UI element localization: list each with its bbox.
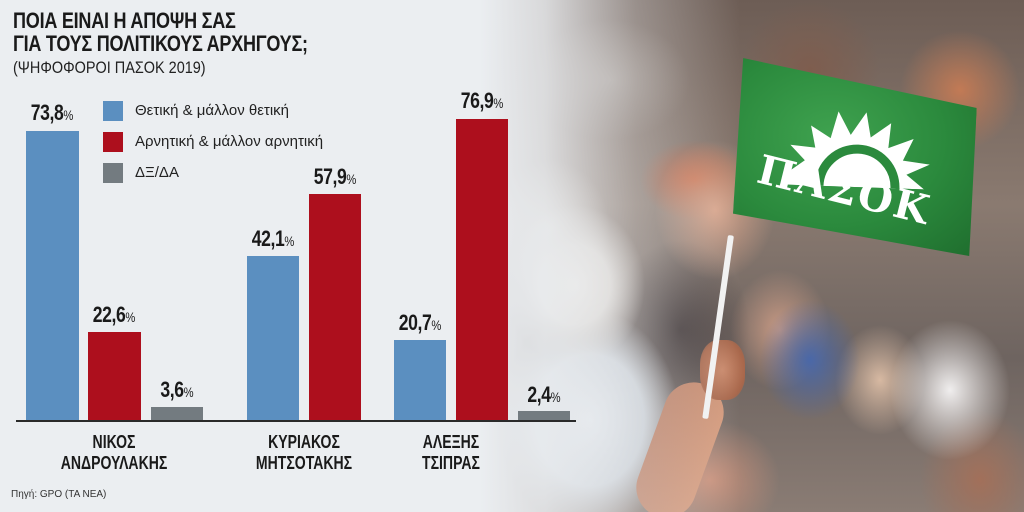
chart-title: ΠΟΙΑ ΕΙΝΑΙ Η ΑΠΟΨΗ ΣΑΣ ΓΙΑ ΤΟΥΣ ΠΟΛΙΤΙΚΟ…: [13, 9, 308, 55]
category-line: ΚΥΡΙΑΚΟΣ: [268, 432, 340, 452]
legend-swatch-positive: [103, 100, 123, 121]
bar-tsipras-positive: [394, 340, 446, 421]
value-label: 76,9%: [460, 88, 504, 113]
legend: Θετική & μάλλον θετική Αρνητική & μάλλον…: [103, 95, 323, 188]
bar-tsipras-dk: [518, 411, 570, 421]
category-line: ΑΝΔΡΟΥΛΑΚΗΣ: [60, 453, 168, 473]
source-note: Πηγή: GPO (ΤΑ ΝΕΑ): [11, 489, 107, 500]
legend-label: ΔΞ/ΔΑ: [135, 164, 179, 181]
value-label: 20,7%: [398, 310, 442, 335]
chart-subtitle: (ΨΗΦΟΦΟΡΟΙ ΠΑΣΟΚ 2019): [13, 58, 206, 77]
bar-androulakis-negative: [88, 332, 141, 421]
legend-label: Αρνητική & μάλλον αρνητική: [135, 133, 324, 150]
value-label: 22,6%: [92, 302, 136, 327]
category-line: ΑΛΕΞΗΣ: [422, 432, 480, 452]
sun-icon: [774, 104, 937, 190]
x-axis-baseline: [16, 420, 576, 422]
value-label: 57,9%: [313, 164, 357, 189]
title-line-1: ΠΟΙΑ ΕΙΝΑΙ Η ΑΠΟΨΗ ΣΑΣ: [13, 8, 236, 33]
title-line-2: ΓΙΑ ΤΟΥΣ ΠΟΛΙΤΙΚΟΥΣ ΑΡΧΗΓΟΥΣ;: [13, 31, 308, 56]
bar-mitsotakis-positive: [247, 256, 299, 421]
category-label-androulakis: ΝΙΚΟΣ ΑΝΔΡΟΥΛΑΚΗΣ: [48, 432, 181, 474]
category-label-tsipras: ΑΛΕΞΗΣ ΤΣΙΠΡΑΣ: [385, 432, 518, 474]
value-label: 2,4%: [527, 382, 561, 407]
bar-androulakis-positive: [26, 131, 79, 421]
legend-item-dk: ΔΞ/ΔΑ: [103, 157, 323, 188]
legend-swatch-negative: [103, 131, 123, 152]
value-label: 42,1%: [251, 226, 295, 251]
value-label: 73,8%: [30, 100, 74, 125]
bar-tsipras-negative: [456, 119, 508, 421]
photo-fade: [480, 0, 740, 512]
value-label: 3,6%: [160, 377, 194, 402]
category-line: ΝΙΚΟΣ: [92, 432, 136, 452]
pasok-flag: ΠΑΣΟΚ: [732, 58, 978, 256]
legend-label: Θετική & μάλλον θετική: [135, 102, 290, 119]
legend-swatch-dk: [103, 162, 123, 183]
legend-item-negative: Αρνητική & μάλλον αρνητική: [103, 126, 323, 157]
category-label-mitsotakis: ΚΥΡΙΑΚΟΣ ΜΗΤΣΟΤΑΚΗΣ: [238, 432, 371, 474]
bar-mitsotakis-negative: [309, 194, 361, 421]
category-line: ΜΗΤΣΟΤΑΚΗΣ: [255, 453, 353, 473]
bar-androulakis-dk: [151, 407, 203, 421]
category-line: ΤΣΙΠΡΑΣ: [422, 453, 480, 473]
legend-item-positive: Θετική & μάλλον θετική: [103, 95, 323, 126]
